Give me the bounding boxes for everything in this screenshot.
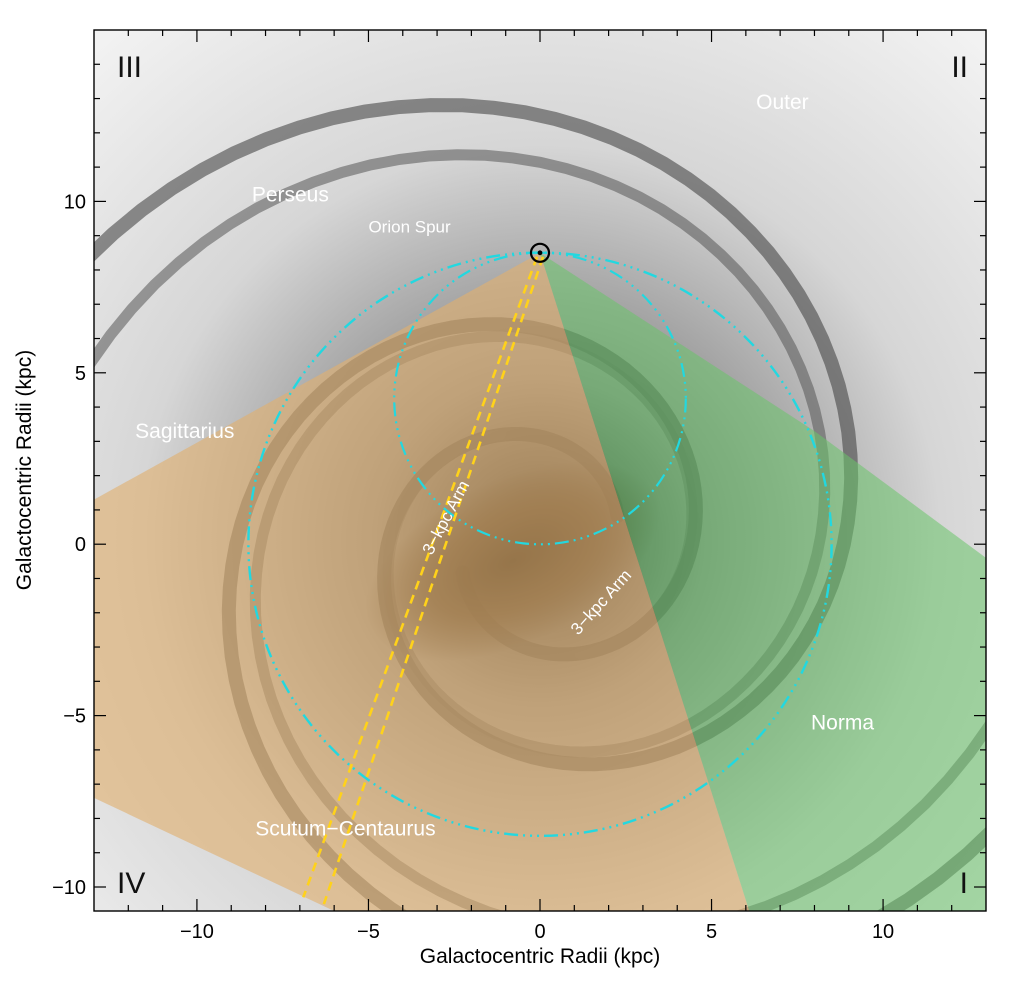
y-tick-label: 0 [75,534,86,556]
quadrant-label-i: I [960,867,968,900]
quadrant-label-iii: III [117,51,142,84]
axis-ticks [94,30,986,911]
first-quadrant-region [540,252,986,911]
x-tick-label: −5 [357,921,380,943]
y-tick-labels: −10 −5 0 5 10 [52,191,86,899]
arm-label-perseus: Perseus [252,183,329,206]
dashed-line-right [322,256,545,905]
y-tick-label: 5 [75,363,86,385]
sun-dot [537,250,543,256]
x-tick-labels: −10 −5 0 5 10 [180,921,894,943]
sun-icon [529,242,551,263]
x-tick-label: 5 [706,921,717,943]
y-tick-label: 10 [64,191,86,213]
x-tick-label: 0 [534,921,545,943]
quadrant-label-iv: IV [117,867,145,900]
arm-label-scutum-centaurus: Scutum−Centaurus [255,818,435,841]
x-tick-label: 10 [872,921,894,943]
arm-label-norma: Norma [811,711,874,734]
y-tick-label: −5 [63,706,86,728]
arm-label-sagittarius: Sagittarius [135,420,234,443]
y-tick-label: −10 [52,877,86,899]
arm-label-outer: Outer [756,91,809,114]
arm-label-orion-spur: Orion Spur [368,217,451,236]
quadrant-labels: III II IV I [117,51,968,900]
y-axis-label: Galactocentric Radii (kpc) [13,350,36,590]
x-tick-label: −10 [180,921,214,943]
dashed-line-left [302,256,539,898]
quadrant-label-ii: II [951,51,968,84]
sun-ring [529,242,551,263]
plot-area [94,30,986,911]
fourth-quadrant-region [94,252,750,911]
x-axis-label: Galactocentric Radii (kpc) [420,945,660,968]
